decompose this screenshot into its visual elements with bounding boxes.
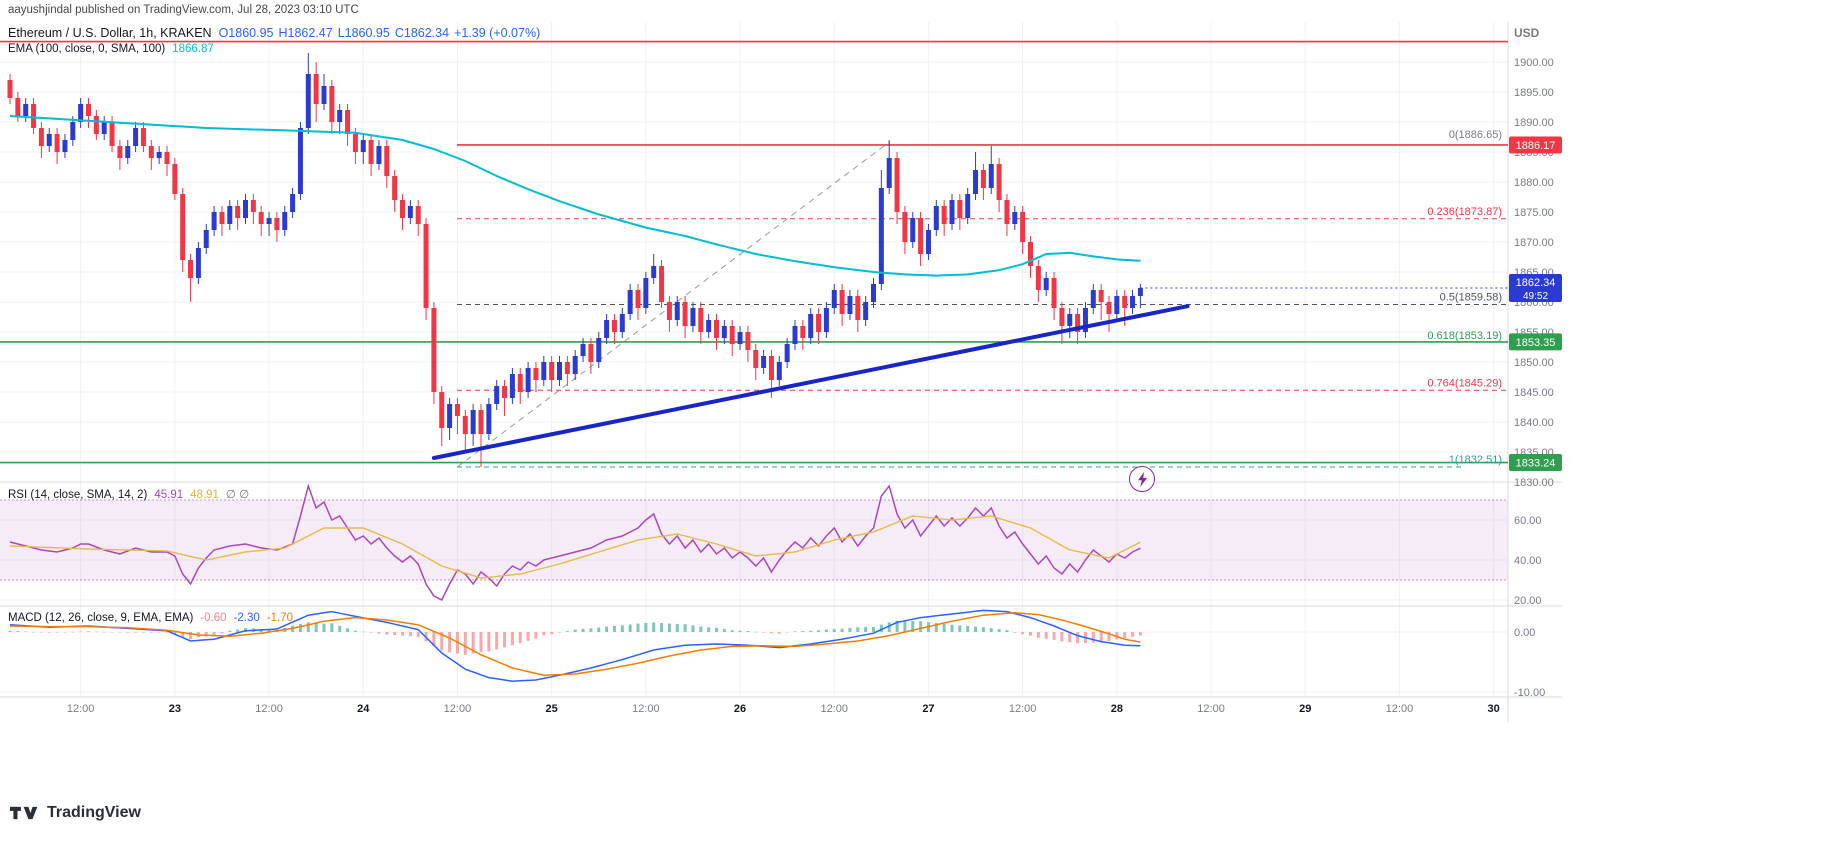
ohlc-low-value: 1860.95 bbox=[344, 26, 390, 40]
svg-text:27: 27 bbox=[922, 703, 934, 715]
ema-line bbox=[9, 115, 1141, 277]
current-price-badge bbox=[1509, 273, 1562, 302]
ohlc-values: O1860.95 H1862.47 L1860.95 C1862.34 +1.3… bbox=[219, 26, 541, 40]
svg-text:0.00: 0.00 bbox=[1514, 627, 1535, 639]
tradingview-icon bbox=[10, 806, 38, 820]
rsi-empty-plots: ∅ ∅ bbox=[225, 489, 250, 501]
ema-label: EMA (100, close, 0, SMA, 100) bbox=[8, 43, 166, 55]
svg-text:0.764(1845.29): 0.764(1845.29) bbox=[1427, 377, 1502, 389]
rsi-ma-value: 48.91 bbox=[190, 489, 219, 501]
svg-text:1890.00: 1890.00 bbox=[1514, 117, 1554, 129]
price-level-badge bbox=[1509, 333, 1562, 351]
svg-text:12:00: 12:00 bbox=[632, 703, 660, 715]
price-level-badge bbox=[1509, 136, 1562, 154]
svg-text:40.00: 40.00 bbox=[1514, 555, 1542, 567]
svg-text:12:00: 12:00 bbox=[1009, 703, 1037, 715]
fib-retracement bbox=[0, 40, 1508, 468]
svg-text:12:00: 12:00 bbox=[255, 703, 283, 715]
ohlc-low-key: L bbox=[337, 26, 345, 40]
ohlc-open-key: O bbox=[218, 26, 229, 40]
svg-text:12:00: 12:00 bbox=[1386, 703, 1414, 715]
svg-text:25: 25 bbox=[546, 703, 558, 715]
fib-labels: 0(1886.65) 0.236(1873.87) 0.5(1859.58) 0.61… bbox=[1427, 129, 1502, 466]
macd-line bbox=[9, 609, 1141, 682]
rsi-value: 45.91 bbox=[154, 489, 184, 501]
svg-text:1850.00: 1850.00 bbox=[1514, 357, 1554, 369]
rsi-ma-line bbox=[9, 515, 1141, 579]
svg-text:12:00: 12:00 bbox=[820, 703, 848, 715]
price-level-badge bbox=[1509, 454, 1562, 472]
svg-text:20.00: 20.00 bbox=[1514, 595, 1542, 607]
svg-text:0.5(1859.58): 0.5(1859.58) bbox=[1440, 292, 1502, 304]
svg-text:12:00: 12:00 bbox=[1197, 703, 1225, 715]
symbol-legend[interactable]: Ethereum / U.S. Dollar, 1h, KRAKEN O1860… bbox=[8, 26, 540, 40]
lightning-bolt-icon bbox=[1137, 471, 1147, 487]
macd-label: MACD (12, 26, close, 9, EMA, EMA) bbox=[8, 612, 194, 624]
tradingview-logo[interactable]: TradingView bbox=[10, 804, 141, 822]
svg-text:0(1886.65): 0(1886.65) bbox=[1449, 129, 1502, 141]
tradingview-wordmark: TradingView bbox=[47, 804, 141, 821]
svg-text:1900.00: 1900.00 bbox=[1514, 57, 1554, 69]
svg-text:30: 30 bbox=[1488, 703, 1500, 715]
svg-text:1875.00: 1875.00 bbox=[1514, 207, 1554, 219]
svg-text:1880.00: 1880.00 bbox=[1514, 177, 1554, 189]
ohlc-close-key: C bbox=[394, 26, 404, 40]
svg-text:23: 23 bbox=[169, 703, 181, 715]
ohlc-high-key: H bbox=[278, 26, 288, 40]
svg-text:1862.34: 1862.34 bbox=[1516, 277, 1556, 289]
time-axis[interactable]: 12:00 23 12:00 24 12:00 25 12:00 26 12:00 27 12:00… bbox=[67, 703, 1500, 715]
svg-text:1895.00: 1895.00 bbox=[1514, 87, 1554, 99]
rsi-line bbox=[9, 483, 1141, 602]
svg-text:60.00: 60.00 bbox=[1514, 515, 1542, 527]
svg-text:-10.00: -10.00 bbox=[1514, 687, 1545, 699]
macd-line-value: -2.30 bbox=[233, 612, 260, 624]
ohlc-close-value: 1862.34 bbox=[403, 26, 450, 40]
svg-text:0.236(1873.87): 0.236(1873.87) bbox=[1427, 206, 1502, 218]
svg-text:1886.17: 1886.17 bbox=[1516, 140, 1556, 152]
macd-hist-value: -0.60 bbox=[200, 612, 227, 624]
attribution-text: aayushjindal published on TradingView.co… bbox=[8, 4, 359, 16]
support-trendline[interactable] bbox=[431, 304, 1190, 460]
macd-histogram bbox=[8, 620, 1142, 655]
pane-separators bbox=[0, 22, 1562, 722]
ohlc-high-value: 1862.47 bbox=[287, 26, 333, 40]
svg-text:12:00: 12:00 bbox=[444, 703, 472, 715]
svg-text:0.618(1853.19): 0.618(1853.19) bbox=[1427, 330, 1502, 342]
macd-signal-line bbox=[9, 612, 1141, 676]
svg-text:1(1832.51): 1(1832.51) bbox=[1449, 454, 1502, 466]
svg-text:1830.00: 1830.00 bbox=[1514, 477, 1554, 489]
change-value: +1.39 (+0.07%) bbox=[454, 26, 541, 40]
rsi-legend[interactable]: RSI (14, close, SMA, 14, 2) 45.91 48.91 … bbox=[8, 487, 249, 501]
macd-signal-value: -1.70 bbox=[266, 612, 293, 624]
bar-countdown: 49:52 bbox=[1523, 291, 1548, 302]
svg-text:26: 26 bbox=[734, 703, 746, 715]
svg-text:28: 28 bbox=[1111, 703, 1123, 715]
svg-text:1840.00: 1840.00 bbox=[1514, 417, 1554, 429]
rsi-band bbox=[0, 499, 1508, 581]
macd-legend[interactable]: MACD (12, 26, close, 9, EMA, EMA) -0.60 … bbox=[8, 612, 293, 624]
svg-text:12:00: 12:00 bbox=[67, 703, 95, 715]
ema-legend[interactable]: EMA (100, close, 0, SMA, 100) 1866.87 bbox=[8, 43, 214, 55]
candlestick-series[interactable] bbox=[7, 53, 1143, 467]
svg-text:1845.00: 1845.00 bbox=[1514, 387, 1554, 399]
rsi-label: RSI (14, close, SMA, 14, 2) bbox=[8, 489, 148, 501]
fib-anchor-line bbox=[457, 141, 890, 468]
ema-value: 1866.87 bbox=[172, 43, 214, 55]
svg-text:24: 24 bbox=[357, 703, 370, 715]
price-axis-currency[interactable]: USD bbox=[1514, 26, 1540, 40]
svg-text:1853.35: 1853.35 bbox=[1516, 337, 1556, 349]
ohlc-open-value: 1860.95 bbox=[228, 26, 274, 40]
svg-text:29: 29 bbox=[1299, 703, 1311, 715]
flash-icon[interactable] bbox=[1129, 466, 1155, 492]
svg-text:1833.24: 1833.24 bbox=[1516, 458, 1556, 470]
symbol-title: Ethereum / U.S. Dollar, 1h, KRAKEN bbox=[8, 26, 212, 40]
price-badges[interactable]: 1886.17 1862.34 49:52 1853.35 1833.24 bbox=[1509, 136, 1562, 472]
svg-text:1870.00: 1870.00 bbox=[1514, 237, 1554, 249]
